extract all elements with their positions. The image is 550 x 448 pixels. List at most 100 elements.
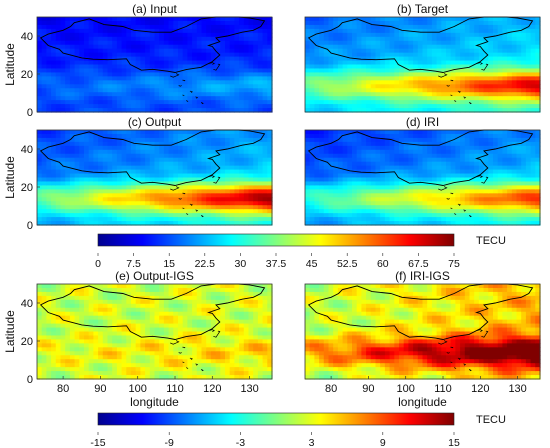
heatmap-cell	[408, 36, 414, 42]
heatmap-cell	[107, 161, 113, 167]
heatmap-cell	[46, 363, 52, 368]
heatmap-cell	[79, 209, 85, 214]
heatmap-cell	[37, 319, 43, 325]
heatmap-cell	[380, 48, 386, 54]
heatmap-cell	[319, 205, 325, 210]
heatmap-cell	[511, 92, 518, 97]
heatmap-cell	[431, 20, 438, 26]
heatmap-cell	[248, 36, 254, 42]
heatmap-cell	[375, 17, 381, 22]
heatmap-cell	[267, 40, 273, 46]
heatmap-cell	[107, 84, 113, 89]
heatmap-cell	[488, 173, 494, 179]
heatmap-cell	[361, 24, 367, 30]
heatmap-cell	[483, 88, 489, 93]
heatmap-cell	[497, 221, 503, 226]
heatmap-cell	[394, 64, 400, 70]
heatmap-cell	[384, 32, 391, 38]
heatmap-cell	[84, 149, 90, 155]
heatmap-cell	[342, 24, 348, 30]
heatmap-cell	[135, 137, 141, 143]
heatmap-cell	[69, 193, 76, 198]
heatmap-cell	[328, 48, 334, 54]
heatmap-cell	[516, 20, 522, 26]
heatmap-cell	[413, 193, 419, 198]
heatmap-cell	[60, 52, 66, 58]
heatmap-cell	[168, 130, 174, 135]
heatmap-cell	[464, 161, 471, 167]
heatmap-cell	[356, 28, 362, 34]
heatmap-cell	[408, 209, 414, 214]
heatmap-cell	[239, 130, 245, 135]
heatmap-cell	[135, 52, 141, 58]
heatmap-cell	[328, 24, 334, 30]
heatmap-cell	[319, 197, 325, 202]
heatmap-cell	[380, 76, 386, 81]
heatmap-cell	[79, 96, 85, 101]
heatmap-cell	[436, 52, 442, 58]
island-outline	[457, 90, 461, 93]
heatmap-cell	[375, 165, 381, 171]
heatmap-cell	[450, 153, 456, 159]
heatmap-cell	[210, 20, 217, 26]
heatmap-cell	[469, 173, 475, 179]
heatmap-cell	[93, 189, 99, 194]
heatmap-cell	[37, 189, 43, 194]
heatmap-cell	[60, 197, 66, 202]
heatmap-cell	[145, 149, 151, 155]
heatmap-cell	[248, 100, 254, 105]
heatmap-cell	[262, 141, 268, 147]
heatmap-cell	[93, 20, 99, 26]
heatmap-cell	[112, 209, 118, 214]
heatmap-cell	[422, 205, 428, 210]
heatmap-cell	[60, 17, 66, 22]
heatmap-cell	[342, 197, 348, 202]
heatmap-cell	[182, 149, 188, 155]
heatmap-cell	[187, 52, 193, 58]
heatmap-cell	[206, 52, 212, 58]
heatmap-cell	[154, 145, 160, 151]
heatmap-cell	[370, 197, 377, 202]
heatmap-cell	[366, 92, 372, 97]
heatmap-cell	[51, 327, 57, 333]
heatmap-cell	[93, 193, 99, 198]
heatmap-cell	[413, 133, 419, 139]
heatmap-cell	[502, 161, 508, 167]
heatmap-cell	[460, 177, 466, 183]
heatmap-cell	[516, 44, 522, 50]
heatmap-cell	[530, 185, 536, 190]
heatmap-cell	[305, 100, 311, 105]
heatmap-cell	[314, 149, 320, 155]
heatmap-cell	[182, 60, 188, 66]
heatmap-cell	[309, 76, 315, 81]
heatmap-cell	[46, 88, 52, 93]
heatmap-cell	[455, 177, 461, 183]
heatmap-cell	[366, 165, 372, 171]
heatmap-cell	[314, 100, 320, 105]
heatmap-cell	[173, 80, 179, 85]
heatmap-cell	[502, 60, 508, 66]
heatmap-cell	[145, 104, 151, 109]
heatmap-cell	[206, 209, 212, 214]
heatmap-cell	[248, 68, 254, 74]
heatmap-cell	[356, 72, 362, 77]
heatmap-cell	[98, 72, 104, 77]
heatmap-cell	[525, 40, 532, 46]
heatmap-cell	[98, 213, 104, 218]
heatmap-cell	[441, 133, 447, 139]
heatmap-cell	[399, 28, 405, 34]
heatmap-cell	[168, 108, 174, 113]
heatmap-cell	[126, 28, 132, 34]
heatmap-cell	[361, 217, 367, 222]
heatmap-cell	[493, 56, 499, 62]
heatmap-cell	[243, 133, 250, 139]
heatmap-cell	[234, 221, 240, 226]
heatmap-cell	[149, 181, 156, 187]
heatmap-cell	[206, 56, 212, 62]
heatmap-cell	[399, 108, 405, 113]
heatmap-cell	[46, 299, 52, 305]
heatmap-cell	[112, 177, 118, 183]
heatmap-cell	[196, 145, 203, 151]
heatmap-cell	[206, 141, 212, 147]
heatmap-cell	[460, 137, 466, 143]
